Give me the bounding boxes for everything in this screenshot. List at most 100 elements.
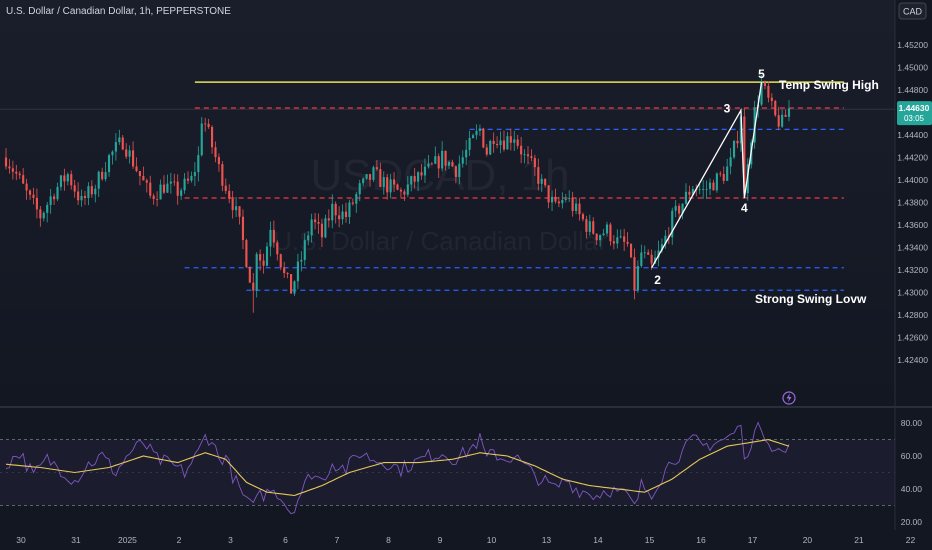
time-tick-label: 31 (71, 535, 81, 545)
candle-body (272, 229, 275, 243)
candle-body (382, 177, 385, 187)
candle-body (73, 185, 76, 192)
annotation-temp-swing-high: Temp Swing High (779, 78, 879, 92)
candle-body (293, 281, 296, 294)
currency-badge[interactable] (898, 2, 927, 20)
candle-body (210, 126, 214, 148)
candle-body (97, 171, 100, 189)
candle-body (248, 267, 251, 283)
candle-body (262, 260, 265, 266)
candle-body (180, 190, 183, 196)
currency-badge-label: CAD (903, 7, 923, 17)
candle-body (101, 171, 104, 180)
candle-body (389, 179, 392, 193)
candle-body (135, 166, 138, 172)
candle-body (437, 156, 440, 169)
candle-body (605, 224, 609, 234)
candle-body (640, 252, 643, 266)
time-tick-label: 21 (854, 535, 864, 545)
candle-body (705, 188, 708, 190)
time-axis[interactable]: 30 31 2025 2 3 6 7 8 9 10 13 14 15 16 17 20 21 22 (16, 535, 915, 545)
candle-body (169, 181, 172, 184)
time-tick-label: 6 (283, 535, 288, 545)
price-tick-label: 1.42800 (897, 310, 928, 320)
candle-body (482, 128, 485, 148)
rsi-tick-label: 40.00 (901, 484, 923, 494)
candle-body (235, 206, 238, 211)
price-badge-value: 1.44630 (899, 103, 930, 113)
candle-body (447, 162, 451, 166)
candle-body (399, 189, 402, 192)
candle-body (774, 100, 777, 116)
time-tick-label: 9 (438, 535, 443, 545)
candle-body (575, 203, 578, 212)
level-lines (0, 81, 895, 291)
time-tick-label: 7 (335, 535, 340, 545)
rsi-line (5, 421, 790, 515)
rsi-band (0, 439, 895, 506)
candle-body (592, 221, 595, 234)
candle-body (283, 267, 286, 273)
candle-body (684, 191, 688, 204)
candle-body (296, 261, 299, 282)
candle-body (763, 82, 767, 86)
candle-body (351, 202, 354, 204)
rsi-tick-label: 80.00 (901, 418, 923, 428)
wave-label-2: 2 (654, 273, 661, 287)
candle-body (492, 140, 495, 144)
candle-body (245, 240, 248, 268)
candle-body (629, 243, 633, 258)
candle-body (334, 203, 337, 216)
candle-body (35, 197, 38, 210)
candle-body (255, 254, 258, 291)
candle-body (269, 229, 272, 247)
candle-body (533, 158, 536, 168)
price-tick-label: 1.45200 (897, 40, 928, 50)
candle-body (423, 166, 427, 176)
wave-label-5: 5 (758, 67, 765, 81)
candle-body (602, 233, 605, 236)
candle-body (83, 195, 87, 198)
candle-body (585, 219, 588, 232)
candle-body (204, 123, 207, 125)
rsi-pane (0, 421, 895, 515)
lightning-icon[interactable] (782, 391, 796, 405)
candle-body (410, 176, 413, 185)
candle-body (571, 198, 574, 212)
candle-body (708, 182, 712, 189)
candle-body (557, 201, 560, 204)
candle-body (664, 235, 667, 245)
rsi-ma-line (5, 439, 790, 497)
lightning-icon-glyph (786, 393, 792, 403)
candle-body (231, 198, 234, 211)
candle-body (444, 150, 447, 166)
candle-body (496, 143, 499, 146)
candle-body (338, 215, 341, 220)
candle-body (368, 174, 372, 180)
wave-path (651, 82, 763, 269)
watermark-ticker: USDCAD, 1h (310, 151, 569, 200)
candle-body (327, 218, 330, 221)
candle-body (468, 137, 471, 150)
candle-body (145, 180, 148, 183)
candle-body (317, 222, 320, 224)
candle-body (22, 175, 25, 184)
candle-body (56, 186, 59, 200)
price-axis[interactable]: 1.452001.450001.448001.446001.444001.442… (897, 40, 928, 527)
candle-body (162, 184, 166, 193)
candle-body (760, 82, 763, 105)
candle-body (499, 140, 502, 146)
candle-body (214, 147, 217, 158)
candle-body (636, 265, 639, 291)
candle-body (49, 196, 52, 205)
candle-body (393, 179, 396, 185)
candle-body (314, 219, 317, 223)
candle-body (781, 114, 784, 127)
symbol-title: U.S. Dollar / Canadian Dollar, 1h, PEPPE… (6, 6, 231, 17)
candle-body (176, 181, 179, 196)
candle-body (173, 181, 176, 183)
candles (4, 74, 791, 313)
candle-body (544, 178, 547, 186)
candle-body (197, 155, 200, 173)
